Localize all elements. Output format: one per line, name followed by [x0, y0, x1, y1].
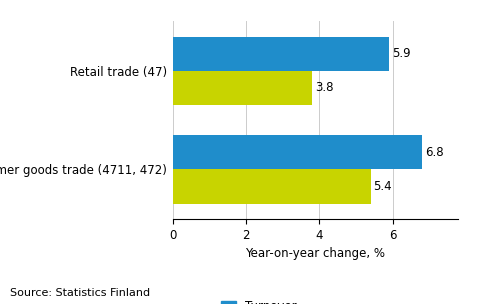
Bar	[173, 170, 371, 204]
Text: 6.8: 6.8	[425, 146, 443, 159]
Text: Source: Statistics Finland: Source: Statistics Finland	[10, 288, 150, 298]
Text: 5.4: 5.4	[373, 180, 392, 193]
Bar	[173, 135, 422, 170]
Bar	[173, 36, 389, 71]
Text: 5.9: 5.9	[392, 47, 410, 60]
X-axis label: Year-on-year change, %: Year-on-year change, %	[246, 247, 386, 260]
Text: 3.8: 3.8	[315, 81, 333, 94]
Legend: Turnover, Sales volume: Turnover, Sales volume	[221, 300, 324, 304]
Bar	[173, 71, 312, 105]
